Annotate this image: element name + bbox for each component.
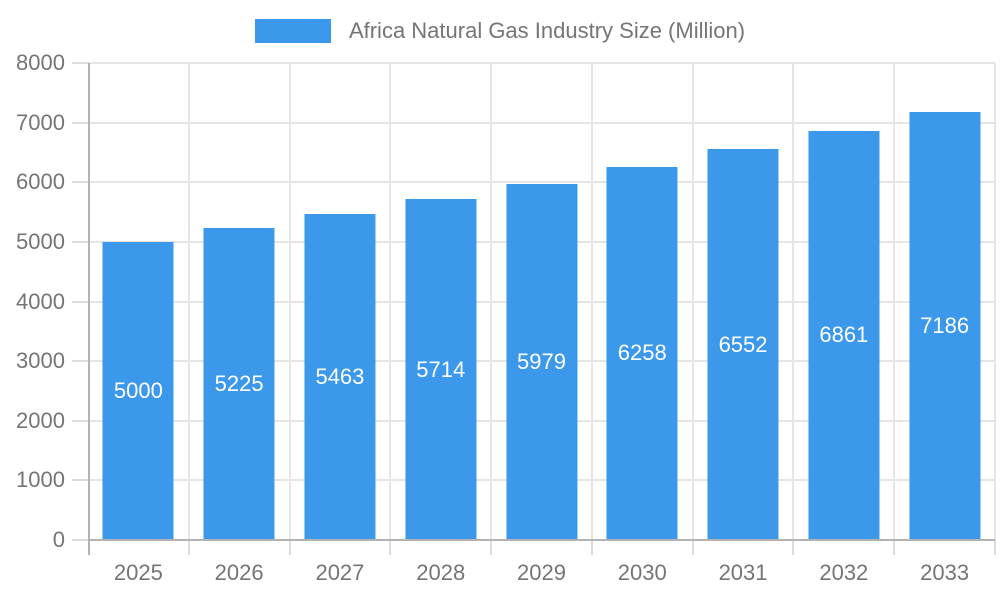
bar-value-label: 5979 [517, 348, 566, 374]
x-tick-mark [893, 540, 896, 555]
x-tick-mark [691, 540, 694, 555]
y-tick-label: 2000 [16, 407, 65, 433]
x-tick-mark [187, 540, 190, 555]
x-tick-label: 2031 [718, 560, 768, 585]
v-gridline [389, 63, 392, 540]
x-tick-label: 2026 [214, 560, 264, 585]
bar-2026: 5225 [203, 228, 275, 540]
y-tick-mark [72, 360, 88, 363]
y-tick-label: 6000 [16, 169, 65, 195]
x-tick-mark [389, 540, 392, 555]
v-gridline [994, 63, 996, 540]
legend[interactable]: Africa Natural Gas Industry Size (Millio… [0, 17, 1000, 45]
x-axis: 2025 2026 2027 2028 2029 2030 2031 2032 2033 [88, 540, 996, 600]
x-tick-label: 2027 [315, 560, 365, 585]
y-tick-mark [72, 539, 88, 541]
y-tick-mark [72, 62, 88, 64]
h-gridline [88, 121, 995, 124]
y-tick-label: 3000 [16, 348, 65, 374]
x-tick-mark [590, 540, 593, 555]
y-tick-mark [72, 479, 88, 482]
x-tick-label: 2030 [617, 560, 667, 585]
x-tick-mark [994, 540, 996, 555]
y-axis: 0 1000 2000 3000 4000 5000 6000 7000 8000 [0, 52, 88, 551]
bar-value-label: 5000 [113, 377, 163, 403]
v-gridline [893, 63, 896, 540]
y-axis-line [88, 63, 90, 555]
bar-2028: 5714 [405, 199, 477, 540]
x-tick-label: 2033 [920, 560, 970, 585]
bar-2029: 5979 [505, 183, 578, 540]
y-tick-mark [72, 181, 88, 184]
bar-2027: 5463 [304, 214, 376, 540]
bar-2025: 5000 [102, 241, 174, 540]
v-gridline [792, 63, 795, 540]
y-tick-label: 0 [52, 527, 65, 552]
x-axis-line [88, 539, 995, 541]
v-gridline [187, 63, 190, 540]
v-gridline [490, 63, 493, 540]
x-tick-mark [792, 540, 795, 555]
h-gridline [88, 181, 995, 184]
x-tick-mark [490, 540, 493, 555]
y-tick-mark [72, 121, 88, 124]
y-tick-label: 7000 [16, 109, 65, 135]
bar-value-label: 6258 [617, 340, 667, 366]
x-tick-label: 2025 [113, 560, 163, 585]
bar-value-label: 5714 [416, 356, 466, 382]
bar-value-label: 6861 [819, 322, 869, 348]
bar-value-label: 6552 [718, 331, 768, 357]
x-tick-label: 2032 [819, 560, 869, 585]
y-tick-mark [72, 419, 88, 422]
h-gridline [88, 62, 995, 64]
bar-2032: 6861 [808, 130, 880, 540]
v-gridline [590, 63, 593, 540]
bar-value-label: 5463 [315, 364, 365, 390]
x-tick-label: 2028 [416, 560, 466, 585]
v-gridline [288, 63, 291, 540]
bar-2033: 7186 [909, 111, 981, 540]
bar-value-label: 7186 [920, 312, 970, 338]
y-tick-label: 1000 [16, 467, 65, 493]
bar-2030: 6258 [606, 166, 678, 540]
bar-value-label: 5225 [214, 371, 264, 397]
y-tick-label: 4000 [16, 288, 65, 314]
x-tick-label: 2029 [517, 560, 566, 585]
legend-swatch [254, 19, 331, 43]
y-tick-label: 5000 [16, 228, 65, 254]
x-tick-mark [288, 540, 291, 555]
v-gridline [691, 63, 694, 540]
y-tick-mark [72, 300, 88, 303]
y-tick-label: 8000 [16, 50, 65, 75]
legend-label: Africa Natural Gas Industry Size (Millio… [348, 18, 746, 43]
plot-area: 5000 5225 5463 5714 5979 6258 6552 6861 7186 [88, 62, 996, 540]
y-tick-mark [72, 240, 88, 243]
bar-2031: 6552 [707, 149, 779, 540]
